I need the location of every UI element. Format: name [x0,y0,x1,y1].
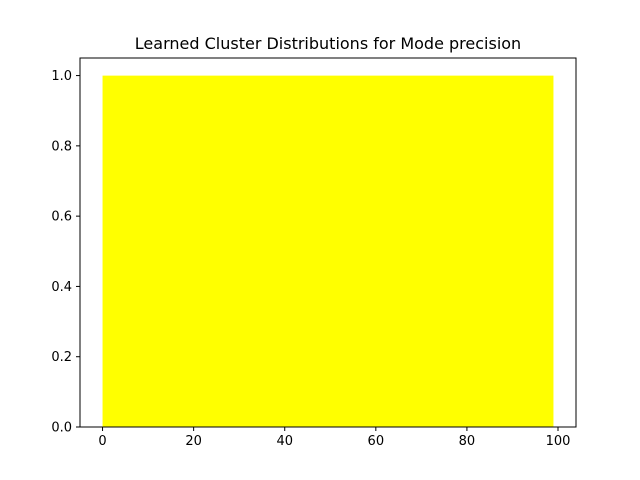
y-tick-label: 0.8 [51,139,72,154]
x-tick-label: 100 [546,434,571,449]
y-tick-label: 1.0 [51,69,72,84]
x-tick-label: 20 [185,434,202,449]
y-tick-label: 0.2 [51,350,72,365]
plot-border [79,57,577,428]
y-axis: 0.0 0.2 0.4 0.6 0.8 1.0 [51,69,80,436]
chart-title: Learned Cluster Distributions for Mode p… [135,34,521,53]
x-axis: 0 20 40 60 80 100 [98,427,570,449]
x-tick-label: 80 [459,434,476,449]
plot-area [102,75,554,428]
axes-frame [79,57,577,428]
x-tick-label: 60 [368,434,385,449]
y-tick-label: 0.0 [51,421,72,436]
series-fill-0 [102,75,554,428]
y-tick-label: 0.6 [51,210,72,225]
y-tick-label: 0.4 [51,280,72,295]
x-tick-label: 40 [276,434,293,449]
x-tick-label: 0 [98,434,106,449]
